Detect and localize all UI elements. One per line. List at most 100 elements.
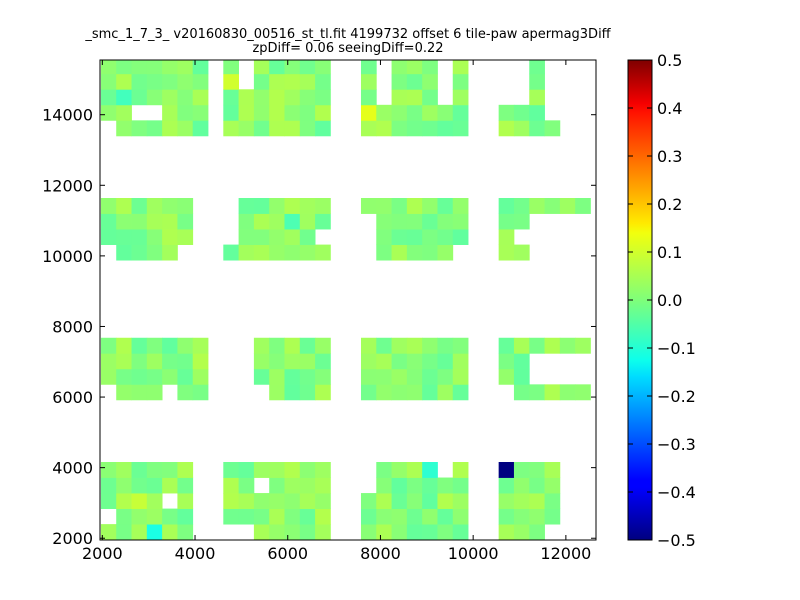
heatmap-cell	[437, 353, 454, 370]
heatmap-cell	[253, 198, 270, 214]
heatmap-cell	[544, 337, 561, 354]
heatmap-cell	[284, 244, 301, 261]
heatmap-cell	[315, 337, 331, 354]
heatmap-cell	[162, 244, 178, 261]
heatmap-cell	[422, 89, 438, 106]
heatmap-cell	[238, 477, 255, 494]
heatmap-cell	[146, 229, 163, 245]
heatmap-cell	[315, 384, 331, 401]
heatmap-cell	[406, 524, 423, 540]
heatmap-cell	[360, 368, 377, 385]
heatmap-cell	[223, 477, 239, 494]
heatmap-cell	[192, 353, 209, 370]
heatmap-cell	[422, 524, 438, 540]
heatmap-cell	[116, 244, 132, 261]
heatmap-cell	[269, 493, 285, 509]
heatmap-cell	[498, 493, 515, 509]
heatmap-cell	[146, 337, 163, 354]
heatmap-cell	[315, 104, 331, 121]
heatmap-cell	[223, 493, 239, 509]
heatmap-cell	[100, 337, 117, 354]
heatmap-cell	[422, 384, 438, 401]
heatmap-cell	[422, 244, 438, 261]
heatmap-cell	[131, 229, 148, 245]
heatmap-cell	[162, 73, 178, 90]
heatmap-cell	[513, 493, 530, 509]
heatmap-cell	[498, 104, 515, 121]
heatmap-cell	[376, 384, 392, 401]
heatmap-cell	[391, 213, 408, 230]
x-tick-label: 12000	[540, 544, 591, 563]
heatmap-cell	[100, 60, 117, 75]
heatmap-cell	[498, 120, 515, 137]
heatmap-cell	[284, 104, 301, 121]
heatmap-cell	[146, 213, 163, 230]
heatmap-cell	[162, 337, 178, 354]
heatmap-cell	[162, 477, 178, 494]
heatmap-cell	[315, 120, 331, 137]
heatmap-cell	[498, 213, 515, 230]
heatmap-cell	[452, 213, 469, 230]
heatmap-cell	[116, 229, 132, 245]
x-tick-label: 2000	[82, 544, 123, 563]
heatmap-cell	[177, 493, 194, 509]
heatmap-cell	[253, 213, 270, 230]
heatmap-cell	[269, 462, 285, 478]
heatmap-cell	[544, 493, 561, 509]
heatmap-cell	[299, 337, 316, 354]
heatmap-cell	[422, 104, 438, 121]
heatmap-cell	[452, 104, 469, 121]
heatmap-cell	[376, 524, 392, 540]
heatmap-cell	[360, 198, 377, 214]
chart-title-line-2: zpDiff= 0.06 seeingDiff=0.22	[252, 41, 443, 56]
heatmap-cell	[360, 353, 377, 370]
heatmap-cell	[269, 60, 285, 75]
heatmap-cell	[131, 353, 148, 370]
heatmap-cell	[100, 493, 117, 509]
heatmap-cell	[376, 337, 392, 354]
colorbar-tick-label: −0.3	[657, 435, 696, 454]
heatmap-cell	[192, 384, 209, 401]
heatmap-cell	[360, 60, 377, 75]
heatmap-cell	[452, 368, 469, 385]
heatmap-cell	[376, 477, 392, 494]
heatmap-cell	[146, 73, 163, 90]
heatmap-cell	[437, 508, 454, 525]
heatmap-cell	[253, 120, 270, 137]
heatmap-cell	[238, 462, 255, 478]
heatmap-cell	[269, 353, 285, 370]
heatmap-cell	[422, 368, 438, 385]
heatmap-cell	[131, 213, 148, 230]
heatmap-cell	[391, 229, 408, 245]
heatmap-cell	[437, 198, 454, 214]
heatmap-cell	[238, 244, 255, 261]
heatmap-cell	[131, 120, 148, 137]
heatmap-cell	[146, 120, 163, 137]
heatmap-cell	[116, 368, 132, 385]
heatmap-cell	[269, 524, 285, 540]
heatmap-cell	[100, 229, 117, 245]
heatmap-cell	[498, 244, 515, 261]
heatmap-cell	[376, 229, 392, 245]
y-tick-label: 6000	[52, 388, 93, 407]
heatmap-cell	[299, 384, 316, 401]
heatmap-cell	[284, 524, 301, 540]
heatmap-cell	[131, 89, 148, 106]
heatmap-cell	[498, 368, 515, 385]
heatmap-cell	[544, 120, 561, 137]
heatmap-cell	[391, 120, 408, 137]
heatmap-cell	[391, 198, 408, 214]
heatmap-cell	[238, 104, 255, 121]
heatmap-cell	[284, 60, 301, 75]
heatmap-cell	[223, 104, 239, 121]
heatmap-cell	[376, 462, 392, 478]
heatmap-cell	[177, 477, 194, 494]
y-tick-label: 2000	[52, 529, 93, 548]
heatmap-cell	[146, 89, 163, 106]
heatmap-cell	[299, 120, 316, 137]
colorbar-tick-label: 0.2	[657, 195, 682, 214]
heatmap-cell	[422, 73, 438, 90]
heatmap-cell	[406, 493, 423, 509]
heatmap-cell	[162, 198, 178, 214]
heatmap-cell	[498, 229, 515, 245]
